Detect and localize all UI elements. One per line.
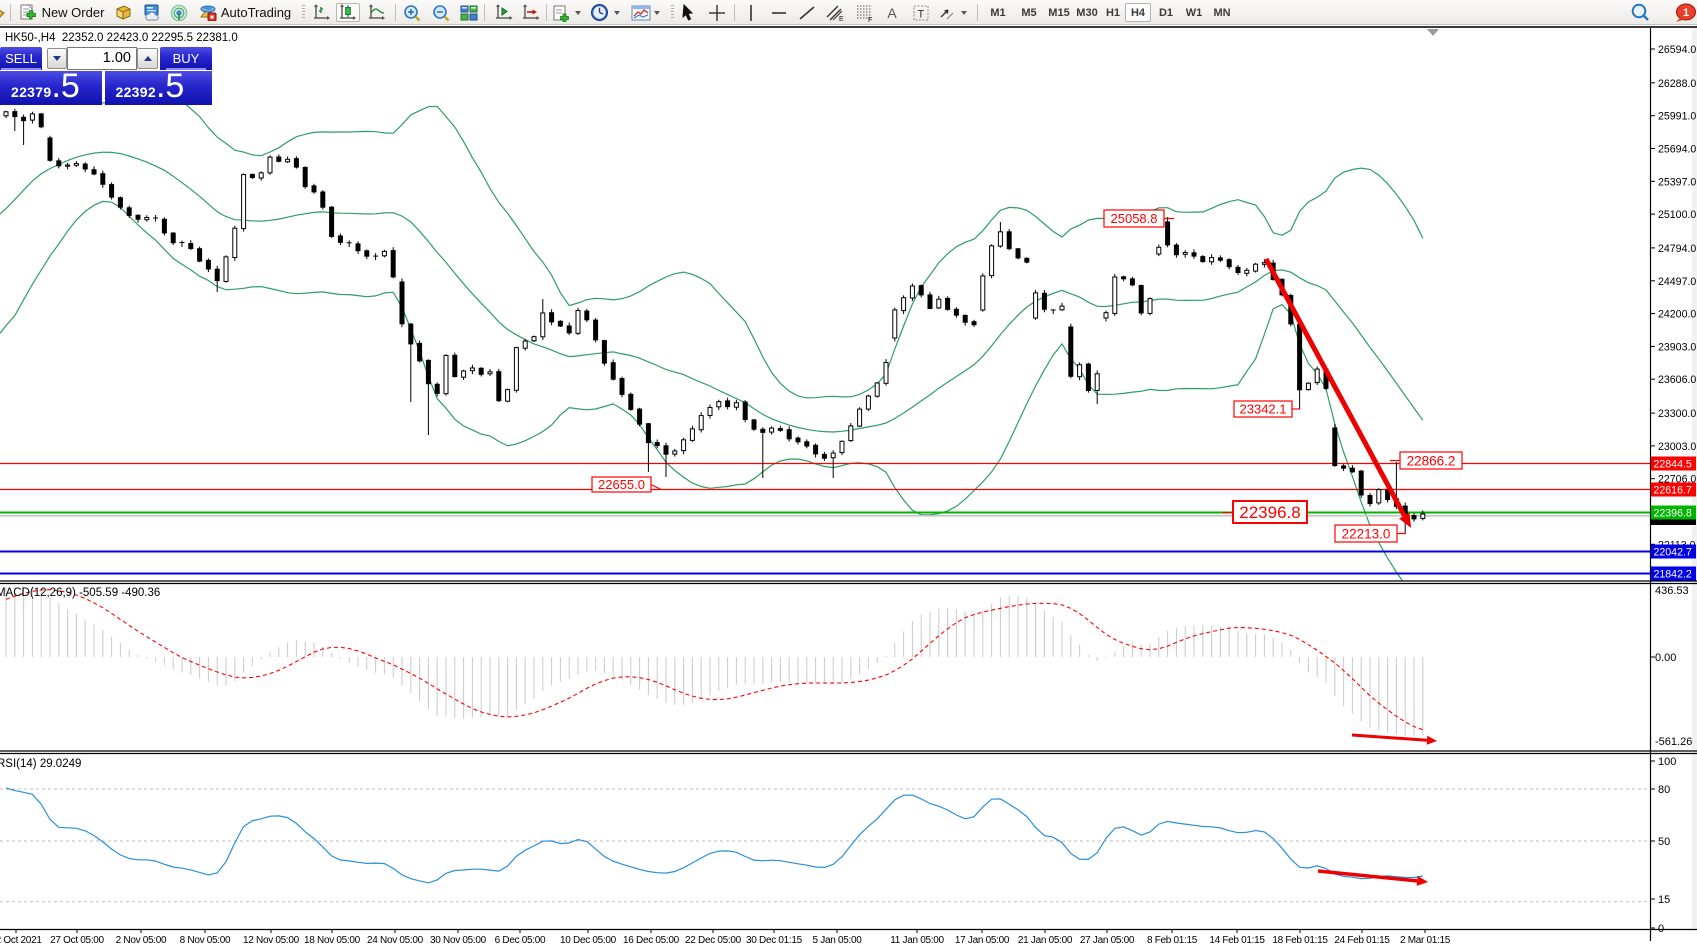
svg-text:-561.26: -561.26 <box>1655 736 1692 748</box>
svg-text:F: F <box>868 17 872 22</box>
svg-text:23342.1: 23342.1 <box>1240 402 1287 417</box>
svg-text:0: 0 <box>1658 923 1664 935</box>
svg-text:80: 80 <box>1658 784 1670 796</box>
svg-text:6 Dec 05:00: 6 Dec 05:00 <box>495 935 546 946</box>
svg-text:10 Dec 05:00: 10 Dec 05:00 <box>560 935 617 946</box>
svg-text:25100.0: 25100.0 <box>1658 209 1696 221</box>
svg-text:22844.5: 22844.5 <box>1654 459 1692 471</box>
svg-text:5 Jan 05:00: 5 Jan 05:00 <box>813 935 863 946</box>
svg-text:27 Jan 05:00: 27 Jan 05:00 <box>1080 935 1135 946</box>
svg-text:21 Jan 05:00: 21 Jan 05:00 <box>1018 935 1073 946</box>
svg-text:2 Nov 05:00: 2 Nov 05:00 <box>116 935 167 946</box>
svg-text:23903.0: 23903.0 <box>1658 341 1696 353</box>
svg-text:8 Nov 05:00: 8 Nov 05:00 <box>180 935 231 946</box>
svg-text:30 Dec 01:15: 30 Dec 01:15 <box>746 935 803 946</box>
svg-text:100: 100 <box>1658 756 1676 768</box>
svg-text:MACD(12,26,9) -505.59 -490.36: MACD(12,26,9) -505.59 -490.36 <box>0 587 160 599</box>
svg-text:22396.8: 22396.8 <box>1654 508 1692 520</box>
svg-text:24497.0: 24497.0 <box>1658 276 1696 288</box>
svg-text:26288.0: 26288.0 <box>1658 78 1696 90</box>
svg-text:22396.8: 22396.8 <box>1239 503 1300 522</box>
svg-text:25397.0: 25397.0 <box>1658 176 1696 188</box>
svg-text:18 Nov 05:00: 18 Nov 05:00 <box>304 935 361 946</box>
svg-text:15: 15 <box>1658 894 1670 906</box>
svg-text:21842.2: 21842.2 <box>1654 569 1692 581</box>
svg-text:8 Feb 01:15: 8 Feb 01:15 <box>1147 935 1198 946</box>
svg-text:24 Feb 01:15: 24 Feb 01:15 <box>1334 935 1390 946</box>
svg-text:E: E <box>839 16 844 22</box>
svg-text:T: T <box>918 8 925 20</box>
svg-text:25991.0: 25991.0 <box>1658 111 1696 123</box>
svg-text:27 Oct 05:00: 27 Oct 05:00 <box>50 935 104 946</box>
svg-text:16 Dec 05:00: 16 Dec 05:00 <box>623 935 680 946</box>
svg-text:22 Dec 05:00: 22 Dec 05:00 <box>685 935 742 946</box>
svg-text:2 Mar 01:15: 2 Mar 01:15 <box>1400 935 1451 946</box>
svg-text:18 Feb 01:15: 18 Feb 01:15 <box>1272 935 1328 946</box>
svg-text:22213.0: 22213.0 <box>1342 526 1391 541</box>
svg-text:11 Jan 05:00: 11 Jan 05:00 <box>890 935 944 946</box>
svg-text:22042.7: 22042.7 <box>1654 547 1692 559</box>
svg-text:12 Nov 05:00: 12 Nov 05:00 <box>243 935 300 946</box>
svg-text:1: 1 <box>1683 7 1689 19</box>
svg-text:22616.7: 22616.7 <box>1654 485 1692 497</box>
svg-text:25058.8: 25058.8 <box>1111 211 1158 226</box>
svg-text:26594.0: 26594.0 <box>1658 44 1696 56</box>
svg-text:436.53: 436.53 <box>1655 585 1689 597</box>
svg-text:0.00: 0.00 <box>1655 652 1676 664</box>
svg-text:23606.0: 23606.0 <box>1658 374 1696 386</box>
svg-text:25694.0: 25694.0 <box>1658 144 1696 156</box>
svg-text:22655.0: 22655.0 <box>598 477 645 492</box>
svg-text:23003.0: 23003.0 <box>1658 441 1696 453</box>
svg-text:14 Feb 01:15: 14 Feb 01:15 <box>1209 935 1265 946</box>
svg-text:RSI(14) 29.0249: RSI(14) 29.0249 <box>0 758 81 770</box>
svg-text:22 Oct 2021: 22 Oct 2021 <box>0 935 42 946</box>
svg-text:24 Nov 05:00: 24 Nov 05:00 <box>367 935 424 946</box>
svg-text:50: 50 <box>1658 836 1670 848</box>
svg-text:30 Nov 05:00: 30 Nov 05:00 <box>430 935 487 946</box>
svg-text:17 Jan 05:00: 17 Jan 05:00 <box>955 935 1010 946</box>
svg-text:23300.0: 23300.0 <box>1658 408 1696 420</box>
svg-text:24794.0: 24794.0 <box>1658 243 1696 255</box>
svg-text:HK50-,H4 22352.0 22423.0 2229: HK50-,H4 22352.0 22423.0 22295.5 22381.0 <box>5 32 238 44</box>
svg-text:22866.2: 22866.2 <box>1407 453 1456 468</box>
svg-text:24200.0: 24200.0 <box>1658 309 1696 321</box>
